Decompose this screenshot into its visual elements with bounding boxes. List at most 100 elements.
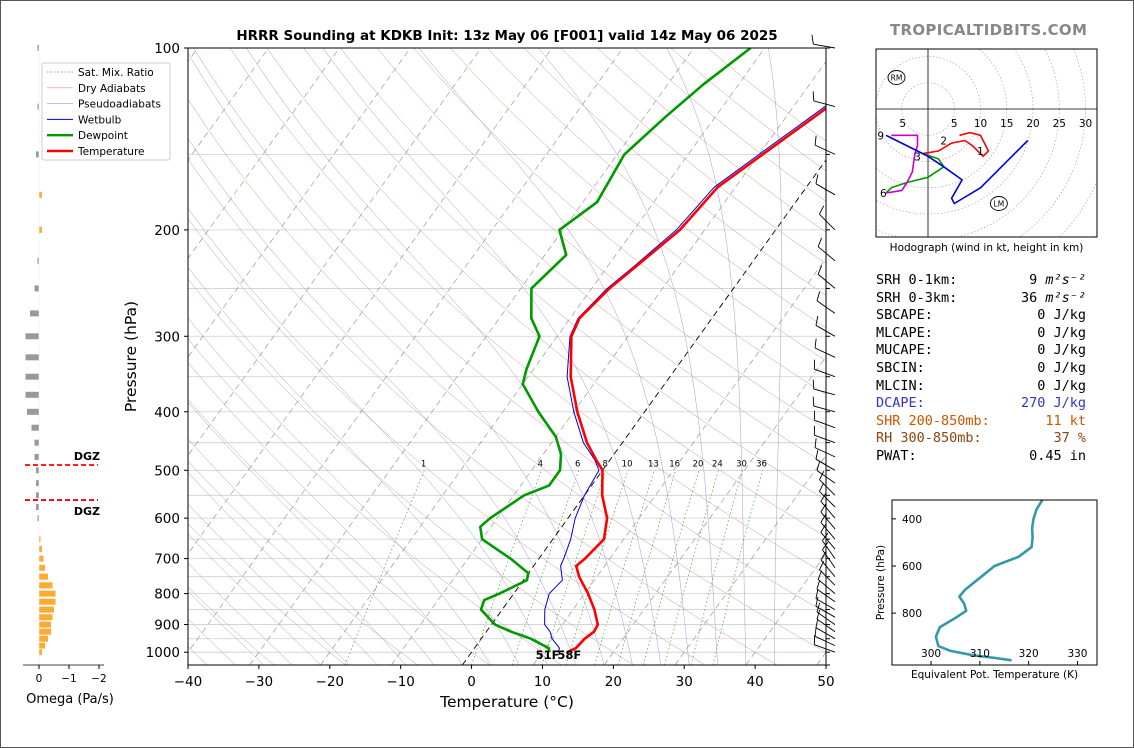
wind-barb-375 (812, 379, 836, 396)
moist-adiabat (188, 533, 321, 665)
moist-adiabat (418, 48, 690, 665)
barb-staff (822, 540, 836, 559)
y-tick-label-700: 700 (154, 552, 180, 568)
moist-adiabat (188, 503, 350, 665)
stat-key: SRH 0-1km: (876, 272, 958, 288)
wind-barb-200 (819, 205, 836, 231)
omega-bar-725 (39, 564, 45, 571)
wind-barb-300 (815, 315, 836, 337)
hodo-height-label-3: 3 (914, 151, 921, 163)
y-tick-label-400: 400 (154, 405, 180, 421)
stat-row: SRH 0-1km: 9 m²s⁻² (876, 272, 1092, 290)
hodo-segment-2 (885, 134, 919, 194)
dgz-label-0: DGZ (74, 450, 100, 463)
stat-row: RH 300-850mb: 37 % (876, 430, 1092, 448)
hodo-ring-label-left: 5 (899, 118, 906, 130)
wind-barb-675 (820, 523, 836, 550)
omega-bar-300 (25, 333, 39, 340)
barb-flag (814, 438, 817, 448)
barb-flag (817, 265, 823, 275)
barb-staff (815, 627, 836, 640)
y-tick-label-500: 500 (154, 463, 180, 479)
wind-barb-550 (819, 471, 836, 496)
moist-adiabat (246, 48, 633, 665)
surface-temperature-label: 58F (557, 648, 581, 662)
x-tick-label: 50 (817, 674, 834, 690)
legend-label: Dewpoint (78, 130, 128, 142)
barb-staff (814, 368, 836, 378)
thetae-line (934, 500, 1044, 662)
barb-staff (813, 388, 836, 396)
barb-flag (815, 618, 819, 628)
stat-row: MLCAPE: 0 J/kg (876, 325, 1092, 343)
isotherm (188, 48, 553, 555)
hodograph-panel: Hodograph (wind in kt, height in km) (875, 48, 1098, 254)
mixing-ratio-label: 16 (669, 459, 680, 469)
mixing-ratio-label: 6 (575, 459, 580, 469)
mixing-ratio-label: 30 (736, 459, 747, 469)
omega-bar-575 (36, 504, 39, 510)
legend-label: Sat. Mix. Ratio (78, 67, 154, 79)
barb-flag (814, 135, 817, 146)
sounding-parameters: SRH 0-1km: 9 m²s⁻² SRH 0-3km: 36 m²s⁻² SBCAP… (876, 272, 1092, 466)
barb-staff (819, 569, 836, 586)
stat-number: 0.45 in (1029, 447, 1086, 464)
moist-adiabat (188, 402, 435, 665)
omega-bar-400 (27, 408, 39, 415)
mixing-ratio-line (344, 470, 425, 665)
barb-staff (815, 605, 836, 618)
wind-barb-825 (816, 579, 836, 603)
barb-flag (812, 379, 815, 390)
barb-flag (814, 626, 817, 637)
wind-barb-850 (815, 589, 836, 610)
barb-staff (814, 419, 836, 429)
thetae-x-label: Equivalent Pot. Temperature (K) (911, 669, 1078, 681)
barb-staff (820, 531, 836, 550)
thetae-profile (934, 500, 1044, 662)
dry-adiabat (188, 278, 634, 665)
omega-bar-350 (25, 373, 39, 380)
stat-value: 9 m²s⁻² (1029, 272, 1086, 288)
omega-bar-425 (31, 424, 39, 431)
barb-flag (819, 482, 825, 492)
mixing-ratio-line (541, 470, 607, 665)
barb-flag (817, 237, 823, 247)
isotherm (320, 48, 766, 665)
y-axis-label: Pressure (hPa) (122, 301, 140, 412)
hodograph-background: 5 10 15 20 25 30 5 1 2 3 6 9 RM LM (876, 49, 1097, 237)
stat-value: 0 J/kg (1037, 378, 1086, 394)
hodo-frame (875, 48, 1098, 238)
moist-adiabat (188, 438, 406, 665)
stat-value: 0 J/kg (1037, 342, 1086, 358)
omega-bar-825 (39, 598, 56, 605)
omega-bar-700 (39, 555, 44, 562)
omega-bar-975 (39, 642, 45, 649)
hodo-ring-label: 30 (1079, 118, 1092, 130)
wind-barb-625 (820, 503, 836, 530)
isotherm (249, 48, 695, 665)
mixing-ratio-label: 36 (756, 459, 767, 469)
y-tick-label-600: 600 (154, 511, 180, 527)
barb-flag (816, 579, 821, 590)
barb-staff (820, 559, 836, 577)
mixing-ratio-line (511, 470, 580, 665)
barb-staff (815, 183, 836, 196)
barb-staff (814, 644, 836, 653)
stat-unit: m²s⁻² (1037, 289, 1086, 306)
omega-tick-label: −1 (61, 673, 76, 685)
barb-staff (814, 144, 836, 155)
thetae-x-tick-label: 310 (970, 648, 990, 660)
zero-isotherm (461, 159, 826, 665)
stat-row: MUCAPE: 0 J/kg (876, 342, 1092, 360)
omega-bar-125 (37, 103, 39, 110)
x-tick-label: 0 (467, 674, 476, 690)
stat-value: 0 J/kg (1037, 307, 1086, 323)
barb-flag (815, 174, 819, 184)
mixing-ratio-line (594, 470, 655, 665)
stat-row: PWAT: 0.45 in (876, 448, 1092, 466)
barb-flag (816, 609, 821, 620)
isotherm (188, 48, 269, 161)
mixing-ratio-label: 1 (421, 459, 426, 469)
isotherm (391, 60, 826, 665)
